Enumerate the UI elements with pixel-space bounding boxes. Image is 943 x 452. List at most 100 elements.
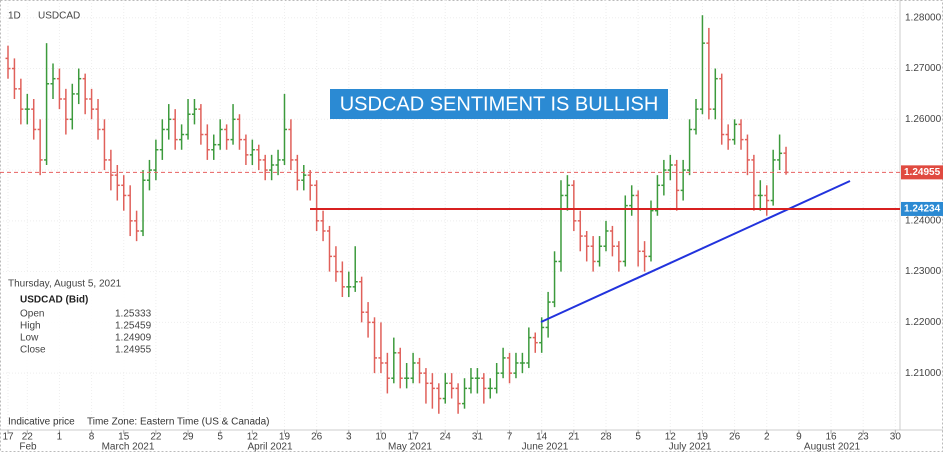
ohlc-bar: [597, 236, 603, 267]
ohlc-bar: [114, 164, 120, 201]
ohlc-bar: [417, 357, 423, 384]
bars: [5, 15, 789, 414]
y-tick-label: 1.24000: [905, 215, 942, 226]
x-tick-label: 16: [825, 432, 837, 443]
info-field: Low: [20, 333, 39, 344]
ohlc-bar: [339, 261, 345, 297]
ohlc-bar: [487, 378, 493, 399]
x-tick-label: 2: [764, 432, 770, 443]
ohlc-bar: [661, 159, 667, 196]
x-tick-label: 10: [375, 432, 387, 443]
ohlc-bar: [577, 210, 583, 252]
ohlc-bar: [11, 58, 17, 99]
ohlc-bar: [770, 149, 776, 206]
ohlc-bar: [391, 337, 397, 384]
ohlc-bar: [217, 119, 223, 150]
x-tick-label: 15: [118, 432, 130, 443]
ohlc-bar: [69, 83, 75, 130]
ohlc-bar: [288, 119, 294, 171]
info-field: Close: [20, 345, 46, 356]
ohlc-bar: [757, 180, 763, 211]
x-tick-label: 5: [217, 432, 223, 443]
ohlc-bar: [500, 347, 506, 379]
x-tick-label: 30: [890, 432, 902, 443]
ohlc-bar: [474, 368, 480, 394]
ohlc-bar: [44, 43, 50, 165]
ohlc-bar: [140, 170, 146, 237]
info-value: 1.25333: [115, 309, 152, 320]
ohlc-bar: [230, 104, 236, 145]
ohlc-bar: [269, 154, 275, 181]
ohlc-bar: [5, 45, 11, 79]
ohlc-bar: [249, 139, 255, 165]
footer: Indicative price: [8, 417, 75, 428]
ohlc-bar: [56, 68, 62, 110]
ohlc-bar: [166, 104, 172, 140]
ohlc-bar: [693, 98, 699, 135]
y-tick-label: 1.23000: [905, 266, 942, 277]
ohlc-bar: [320, 210, 326, 242]
ohlc-bar: [89, 88, 95, 120]
x-tick-label: 24: [440, 432, 452, 443]
ohlc-bar: [564, 175, 570, 211]
ohlc-bar: [519, 352, 525, 374]
ohlc-bar: [333, 246, 339, 282]
support-label: 1.24234: [904, 204, 941, 215]
ohlc-bar: [198, 104, 204, 145]
ohlc-bar: [256, 144, 262, 171]
ohlc-bar: [706, 27, 712, 120]
ohlc-bar: [648, 200, 654, 262]
ohlc-bar: [327, 225, 332, 272]
ohlc-bar: [301, 164, 307, 191]
ohlc-bar: [462, 378, 468, 409]
ohlc-bar: [134, 210, 140, 242]
ohlc-bar: [642, 241, 648, 272]
ohlc-bar: [101, 119, 107, 171]
support-box: [901, 201, 943, 216]
ohlc-bar: [63, 88, 69, 135]
info-symbol: USDCAD (Bid): [20, 295, 88, 306]
info-date: Thursday, August 5, 2021: [8, 279, 122, 290]
ohlc-bar: [307, 170, 313, 201]
x-tick-label: 8: [89, 432, 95, 443]
ohlc-bar: [397, 347, 403, 389]
info-field: Open: [20, 309, 44, 320]
ohlc-bar: [584, 230, 590, 262]
ohlc-bar: [159, 119, 165, 160]
ohlc-bar: [314, 180, 320, 231]
month-label: August 2021: [804, 442, 861, 452]
ohlc-bar: [455, 383, 461, 414]
y-tick-label: 1.27000: [905, 63, 942, 74]
ohlc-bar: [243, 134, 249, 165]
ohlc-bar: [468, 368, 474, 394]
ohlc-bar: [436, 383, 442, 414]
interval: 1D: [8, 11, 21, 22]
ohlc-bar: [82, 73, 88, 115]
ohlc-bar: [281, 93, 287, 165]
ohlc-bar: [127, 185, 133, 237]
ohlc-bar: [680, 159, 686, 201]
ohlc-bar: [185, 98, 191, 140]
ohlc-bar: [616, 241, 622, 272]
timezone: Time Zone: Eastern Time (US & Canada): [87, 417, 269, 428]
y-tick-label: 1.26000: [905, 114, 942, 125]
y-tick-label: 1.22000: [905, 317, 942, 328]
y-tick-label: 1.21000: [905, 368, 942, 379]
ohlc-bar: [732, 119, 738, 145]
x-tick-label: 3: [346, 432, 352, 443]
ohlc-bar: [667, 154, 673, 181]
x-tick-label: 19: [697, 432, 709, 443]
month-label: April 2021: [247, 442, 292, 452]
month-label: June 2021: [522, 442, 569, 452]
x-tick-label: 29: [182, 432, 194, 443]
ohlc-bar: [224, 124, 230, 150]
ohlc-bar: [365, 302, 371, 338]
current-price-box: [901, 165, 943, 180]
x-tick-label: 28: [600, 432, 612, 443]
ohlc-bar: [738, 119, 744, 150]
month-label: Feb: [19, 442, 37, 452]
chart-title: USDCAD SENTIMENT IS BULLISH: [340, 93, 659, 115]
ohlc-bar: [352, 246, 358, 292]
ohlc-bar: [629, 185, 635, 216]
